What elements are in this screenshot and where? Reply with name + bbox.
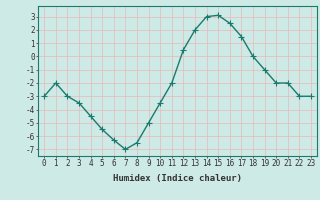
X-axis label: Humidex (Indice chaleur): Humidex (Indice chaleur) — [113, 174, 242, 183]
